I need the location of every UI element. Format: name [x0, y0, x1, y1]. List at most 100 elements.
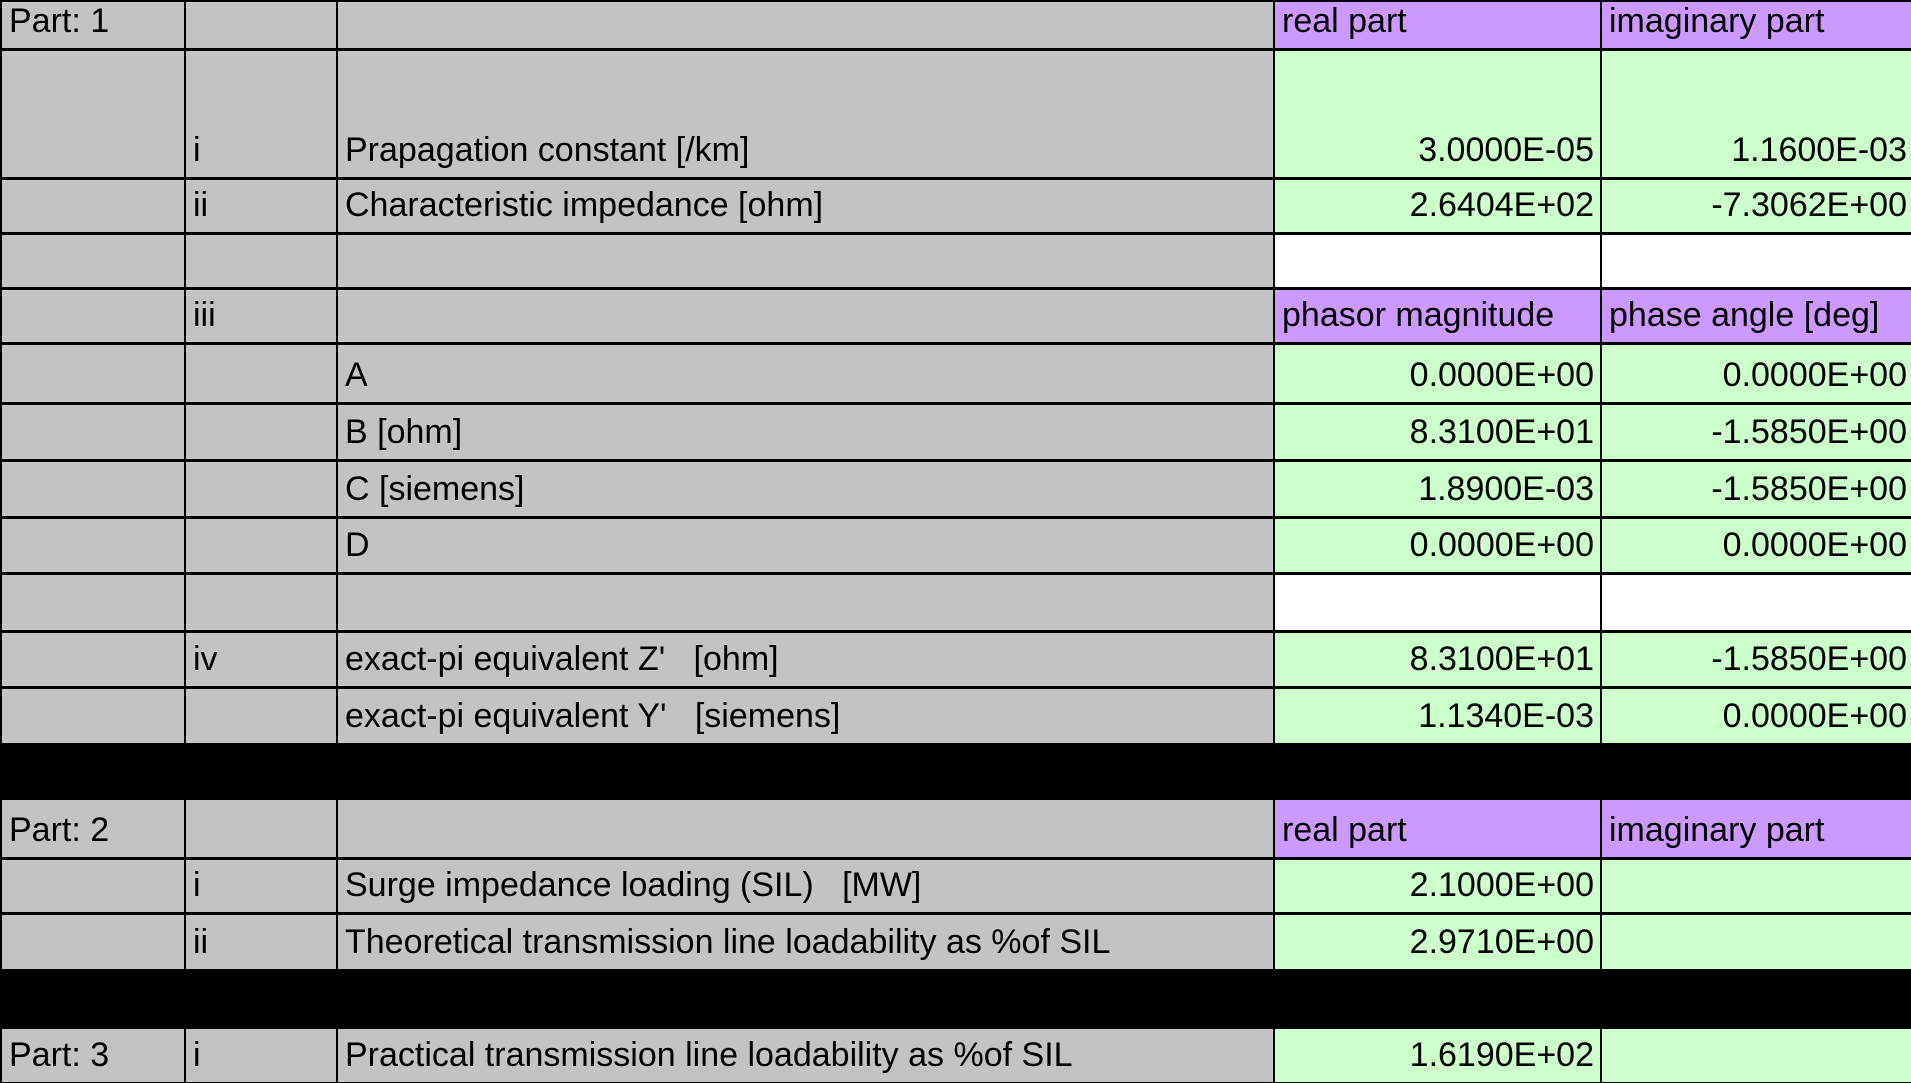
table-row: ii Characteristic impedance [ohm] 2.6404E+…: [0, 180, 1911, 235]
table-row: [0, 235, 1911, 290]
table-row: Part: 1 real part imaginary part: [0, 2, 1911, 51]
cell-r14-part[interactable]: Part: 2: [2, 800, 186, 857]
cell-r14-description[interactable]: [338, 800, 1275, 857]
table-row: Part: 3 i Practical transmission line load…: [0, 1029, 1911, 1083]
table-row: B [ohm] 8.3100E+01 -1.5850E+00: [0, 405, 1911, 462]
table-row: iv exact-pi equivalent Z' [ohm] 8.3100E+01…: [0, 633, 1911, 689]
cell-r8-value2[interactable]: -1.5850E+00: [1602, 462, 1911, 516]
cell-r8-part[interactable]: [2, 462, 186, 516]
cell-r18-part[interactable]: Part: 3: [2, 1029, 186, 1082]
cell-r9-value2[interactable]: 0.0000E+00: [1602, 519, 1911, 572]
cell-r3-index[interactable]: ii: [186, 180, 338, 232]
cell-r4-value1[interactable]: [1275, 235, 1602, 287]
table-row: Part: 2 real part imaginary part: [0, 800, 1911, 860]
cell-r15-value1[interactable]: 2.1000E+00: [1275, 860, 1602, 912]
cell-r15-description[interactable]: Surge impedance loading (SIL) [MW]: [338, 860, 1275, 912]
cell-r5-value1[interactable]: phasor magnitude: [1275, 290, 1602, 342]
cell-r7-index[interactable]: [186, 405, 338, 459]
cell-r5-description[interactable]: [338, 290, 1275, 342]
cell-r11-description[interactable]: exact-pi equivalent Z' [ohm]: [338, 633, 1275, 686]
cell-r5-part[interactable]: [2, 290, 186, 342]
cell-r9-part[interactable]: [2, 519, 186, 572]
table-row: ii Theoretical transmission line loadabil…: [0, 915, 1911, 972]
cell-r6-value1[interactable]: 0.0000E+00: [1275, 345, 1602, 402]
cell-r18-description[interactable]: Practical transmission line loadability …: [338, 1029, 1275, 1082]
cell-r12-part[interactable]: [2, 689, 186, 743]
table-row: [0, 575, 1911, 633]
table-row: iii phasor magnitude phase angle [deg]: [0, 290, 1911, 345]
cell-r12-description[interactable]: exact-pi equivalent Y' [siemens]: [338, 689, 1275, 743]
cell-r7-description[interactable]: B [ohm]: [338, 405, 1275, 459]
cell-r11-index[interactable]: iv: [186, 633, 338, 686]
cell-r1-description[interactable]: [338, 2, 1275, 48]
cell-r10-value1[interactable]: [1275, 575, 1602, 630]
cell-r15-index[interactable]: i: [186, 860, 338, 912]
cell-r7-value1[interactable]: 8.3100E+01: [1275, 405, 1602, 459]
cell-r11-value1[interactable]: 8.3100E+01: [1275, 633, 1602, 686]
cell-r10-value2[interactable]: [1602, 575, 1911, 630]
cell-r5-value2[interactable]: phase angle [deg]: [1602, 290, 1911, 342]
cell-r3-description[interactable]: Characteristic impedance [ohm]: [338, 180, 1275, 232]
cell-r12-value1[interactable]: 1.1340E-03: [1275, 689, 1602, 743]
cell-r11-part[interactable]: [2, 633, 186, 686]
cell-r16-part[interactable]: [2, 915, 186, 969]
cell-r2-part[interactable]: [2, 51, 186, 177]
cell-r15-part[interactable]: [2, 860, 186, 912]
cell-r16-value1[interactable]: 2.9710E+00: [1275, 915, 1602, 969]
cell-r6-index[interactable]: [186, 345, 338, 402]
cell-r5-index[interactable]: iii: [186, 290, 338, 342]
cell-r6-value2[interactable]: 0.0000E+00: [1602, 345, 1911, 402]
cell-r10-part[interactable]: [2, 575, 186, 630]
table-row: exact-pi equivalent Y' [siemens] 1.1340E-…: [0, 689, 1911, 746]
cell-r15-value2[interactable]: [1602, 860, 1911, 912]
cell-r3-value1[interactable]: 2.6404E+02: [1275, 180, 1602, 232]
cell-r4-part[interactable]: [2, 235, 186, 287]
cell-r18-index[interactable]: i: [186, 1029, 338, 1082]
cell-r16-index[interactable]: ii: [186, 915, 338, 969]
table-row: C [siemens] 1.8900E-03 -1.5850E+00: [0, 462, 1911, 519]
cell-r4-index[interactable]: [186, 235, 338, 287]
cell-r18-value2[interactable]: [1602, 1029, 1911, 1082]
cell-r1-part[interactable]: Part: 1: [2, 2, 186, 48]
separator-band: [0, 972, 1911, 1029]
cell-r1-value2[interactable]: imaginary part: [1602, 2, 1911, 48]
cell-r2-index[interactable]: i: [186, 51, 338, 177]
table-row: i Prapagation constant [/km] 3.0000E-05 1.1…: [0, 51, 1911, 180]
cell-r8-value1[interactable]: 1.8900E-03: [1275, 462, 1602, 516]
table-row: D 0.0000E+00 0.0000E+00: [0, 519, 1911, 575]
cell-r6-description[interactable]: A: [338, 345, 1275, 402]
cell-r12-value2[interactable]: 0.0000E+00: [1602, 689, 1911, 743]
cell-r4-description[interactable]: [338, 235, 1275, 287]
cell-r14-index[interactable]: [186, 800, 338, 857]
cell-r3-part[interactable]: [2, 180, 186, 232]
cell-r11-value2[interactable]: -1.5850E+00: [1602, 633, 1911, 686]
cell-r18-value1[interactable]: 1.6190E+02: [1275, 1029, 1602, 1082]
cell-r10-description[interactable]: [338, 575, 1275, 630]
cell-r4-value2[interactable]: [1602, 235, 1911, 287]
cell-r2-value1[interactable]: 3.0000E-05: [1275, 51, 1602, 177]
cell-r7-part[interactable]: [2, 405, 186, 459]
cell-r3-value2[interactable]: -7.3062E+00: [1602, 180, 1911, 232]
cell-r8-description[interactable]: C [siemens]: [338, 462, 1275, 516]
cell-r7-value2[interactable]: -1.5850E+00: [1602, 405, 1911, 459]
cell-r14-value2[interactable]: imaginary part: [1602, 800, 1911, 857]
cell-r1-index[interactable]: [186, 2, 338, 48]
cell-r10-index[interactable]: [186, 575, 338, 630]
cell-r12-index[interactable]: [186, 689, 338, 743]
cell-r1-value1[interactable]: real part: [1275, 2, 1602, 48]
cell-r9-description[interactable]: D: [338, 519, 1275, 572]
cell-r2-value2[interactable]: 1.1600E-03: [1602, 51, 1911, 177]
table-row: A 0.0000E+00 0.0000E+00: [0, 345, 1911, 405]
table-row: i Surge impedance loading (SIL) [MW] 2.100…: [0, 860, 1911, 915]
cell-r9-value1[interactable]: 0.0000E+00: [1275, 519, 1602, 572]
separator-band: [0, 746, 1911, 800]
cell-r16-value2[interactable]: [1602, 915, 1911, 969]
cell-r6-part[interactable]: [2, 345, 186, 402]
cell-r16-description[interactable]: Theoretical transmission line loadabilit…: [338, 915, 1275, 969]
cell-r14-value1[interactable]: real part: [1275, 800, 1602, 857]
cell-r8-index[interactable]: [186, 462, 338, 516]
cell-r9-index[interactable]: [186, 519, 338, 572]
cell-r2-description[interactable]: Prapagation constant [/km]: [338, 51, 1275, 177]
